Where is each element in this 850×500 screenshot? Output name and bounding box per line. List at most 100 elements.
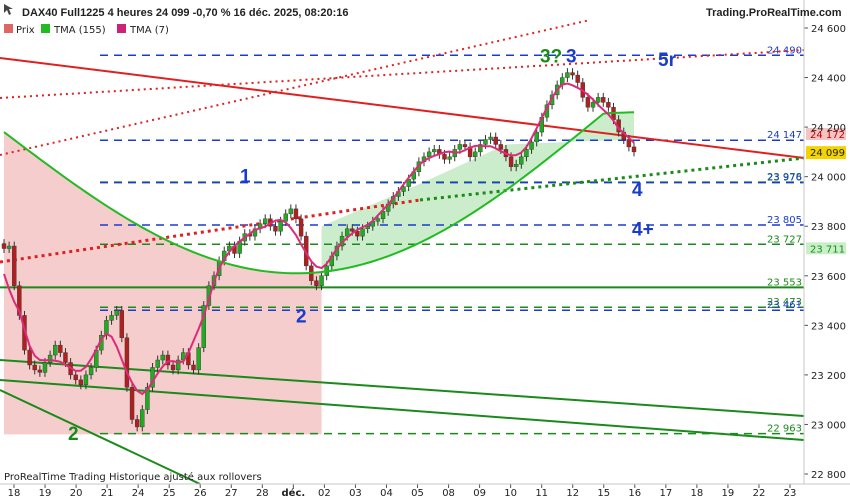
candle bbox=[519, 156, 524, 165]
candle bbox=[58, 344, 63, 353]
candle bbox=[565, 72, 570, 78]
candle bbox=[119, 310, 125, 338]
x-tick-label: 24 bbox=[132, 488, 145, 499]
candle bbox=[626, 139, 632, 148]
x-tick-label: 27 bbox=[225, 488, 238, 499]
x-tick-label: 10 bbox=[504, 488, 517, 499]
x-tick-label: 17 bbox=[659, 488, 672, 499]
cursor-icon[interactable] bbox=[4, 4, 13, 15]
price-level-label: 24 147 bbox=[767, 130, 802, 141]
candle bbox=[401, 186, 406, 192]
candle bbox=[478, 144, 483, 153]
candle bbox=[278, 221, 283, 232]
y-tick-label: 24 400 bbox=[811, 74, 846, 85]
candle bbox=[1, 243, 7, 249]
resistance-trendline bbox=[0, 57, 805, 159]
x-tick-label: 21 bbox=[101, 488, 114, 499]
candle bbox=[288, 208, 294, 215]
y-tick-label: 24 200 bbox=[811, 123, 846, 134]
channel-top-trendline bbox=[0, 19, 591, 156]
candle bbox=[263, 218, 268, 224]
last-price-label: 24 099 bbox=[810, 148, 845, 159]
candle bbox=[196, 347, 201, 371]
y-tick-label: 22 800 bbox=[811, 470, 846, 481]
wave-label: 2 bbox=[296, 306, 307, 327]
candle bbox=[140, 409, 145, 428]
candle bbox=[283, 213, 288, 222]
x-tick-label: 25 bbox=[163, 488, 176, 499]
candle bbox=[606, 102, 611, 108]
candle bbox=[570, 72, 575, 76]
candle bbox=[170, 364, 176, 371]
candle bbox=[534, 131, 539, 143]
candle bbox=[493, 136, 498, 145]
x-tick-label: 18 bbox=[691, 488, 704, 499]
price-level-label: 23 727 bbox=[767, 234, 802, 245]
long-trendline-1 bbox=[0, 359, 805, 417]
footer-note: ProRealTime Trading Historique ajusté au… bbox=[4, 471, 262, 483]
y-tick-label: 23 800 bbox=[811, 222, 846, 233]
candle bbox=[160, 354, 165, 361]
price-level-label: 23 976 bbox=[767, 173, 802, 184]
x-tick-label: 15 bbox=[597, 488, 610, 499]
x-tick-label: 26 bbox=[194, 488, 207, 499]
y-tick-label: 23 600 bbox=[811, 272, 846, 283]
x-tick-label: 08 bbox=[442, 488, 455, 499]
candle bbox=[508, 156, 514, 167]
candle bbox=[42, 362, 48, 373]
candle bbox=[134, 419, 140, 428]
x-tick-label: 22 bbox=[753, 488, 766, 499]
source-label: Trading.ProRealTime.com bbox=[706, 7, 842, 19]
resistance-tag: 24 172 bbox=[810, 130, 845, 141]
candle bbox=[165, 354, 171, 366]
candle bbox=[350, 228, 355, 232]
price-level-label: 23 461 bbox=[767, 300, 802, 311]
candle bbox=[631, 146, 637, 153]
candle bbox=[273, 226, 278, 232]
candle bbox=[524, 149, 529, 158]
y-tick-label: 24 600 bbox=[811, 24, 846, 35]
candle bbox=[473, 151, 478, 158]
candle bbox=[145, 387, 150, 410]
candle bbox=[595, 97, 601, 103]
x-tick-label: 18 bbox=[8, 488, 21, 499]
candle bbox=[314, 280, 319, 286]
last-price-bg bbox=[806, 146, 846, 160]
candle bbox=[191, 364, 196, 371]
candle bbox=[63, 352, 68, 363]
candle bbox=[47, 354, 53, 363]
legend-label-tma155: TMA (155) bbox=[53, 25, 106, 36]
candle bbox=[201, 305, 206, 348]
price-level-label: 22 963 bbox=[767, 424, 802, 435]
candle bbox=[360, 228, 365, 237]
candle bbox=[529, 141, 534, 150]
candle bbox=[6, 245, 12, 249]
candle bbox=[88, 367, 94, 376]
y-tick-label: 23 000 bbox=[811, 420, 846, 431]
candle bbox=[590, 102, 596, 108]
candle bbox=[109, 315, 114, 321]
x-tick-label: 28 bbox=[256, 488, 269, 499]
price-level-label: 23 473 bbox=[767, 297, 802, 308]
candle bbox=[483, 139, 488, 145]
price-level-label: 23 553 bbox=[767, 277, 802, 288]
candle bbox=[513, 164, 519, 167]
x-tick-label: 11 bbox=[535, 488, 548, 499]
support-tag-bg bbox=[806, 242, 846, 255]
x-tick-label: 20 bbox=[70, 488, 83, 499]
legend-swatch-prix bbox=[4, 24, 13, 33]
candle bbox=[488, 136, 493, 140]
candle bbox=[355, 230, 360, 237]
wave-label: 4 bbox=[632, 180, 643, 201]
candle bbox=[447, 156, 452, 160]
candle bbox=[498, 144, 504, 150]
candle bbox=[426, 151, 432, 158]
x-tick-label: 05 bbox=[411, 488, 424, 499]
legend-swatch-tma155 bbox=[41, 24, 50, 33]
support-trendline-red bbox=[0, 198, 421, 264]
chart-title: DAX40 Full1225 4 heures 24 099 -0,70 % 1… bbox=[22, 7, 349, 19]
bearish-zone bbox=[4, 132, 322, 435]
x-tick-label: 23 bbox=[784, 488, 797, 499]
candle bbox=[32, 364, 37, 371]
